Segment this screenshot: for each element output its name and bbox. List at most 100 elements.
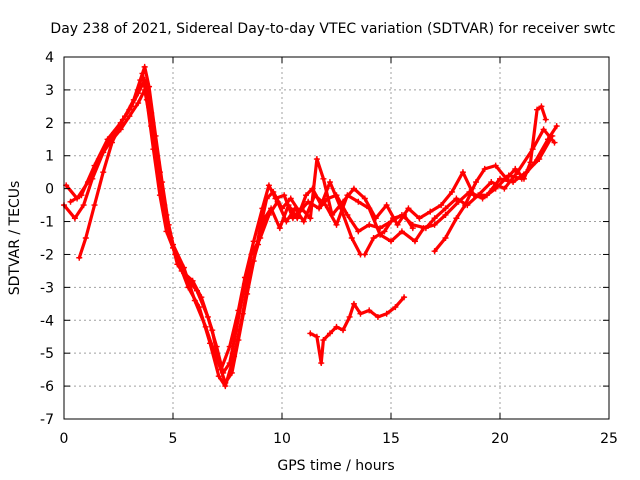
data-point [350, 300, 357, 307]
x-tick-label: 20 [491, 431, 509, 447]
data-point [163, 228, 170, 235]
data-point [416, 215, 423, 222]
y-tick-label: -6 [40, 379, 54, 395]
series-line [64, 88, 554, 372]
data-point [320, 337, 327, 344]
data-point [91, 202, 98, 209]
data-point [220, 369, 227, 376]
data-point [455, 198, 462, 205]
y-tick-label: 1 [45, 149, 54, 165]
data-point [350, 185, 357, 192]
data-point [401, 294, 408, 301]
data-point [438, 202, 445, 209]
data-point [211, 350, 218, 357]
plot-frame [63, 56, 610, 420]
y-tick-label: -4 [40, 313, 54, 329]
x-tick-label: 25 [600, 431, 618, 447]
data-point [488, 179, 495, 186]
data-point [71, 215, 78, 222]
series-arc-2 [67, 77, 560, 376]
data-point [383, 202, 390, 209]
grid-lines [64, 57, 609, 419]
data-point [217, 366, 224, 373]
data-point [462, 202, 469, 209]
data-point [492, 162, 499, 169]
data-point [542, 116, 549, 123]
y-tick-label: 3 [45, 83, 54, 99]
data-point [313, 156, 320, 163]
y-tick-label: -1 [40, 215, 54, 231]
series-line [363, 213, 415, 257]
data-point [366, 221, 373, 228]
y-tick-label: -5 [40, 346, 54, 362]
data-point [431, 215, 438, 222]
data-point [307, 330, 314, 337]
data-point [261, 215, 268, 222]
data-point [274, 198, 281, 205]
data-point [255, 241, 262, 248]
data-point [119, 116, 126, 123]
data-point [289, 215, 296, 222]
data-point [126, 113, 133, 120]
data-point [148, 123, 155, 130]
data-point [501, 185, 508, 192]
data-point [540, 126, 547, 133]
data-point [503, 175, 510, 182]
data-point [442, 211, 449, 218]
data-series [61, 63, 560, 390]
data-point [268, 205, 275, 212]
data-point [392, 304, 399, 311]
data-point [340, 327, 347, 334]
data-point [355, 228, 362, 235]
data-point [431, 221, 438, 228]
data-point [80, 202, 87, 209]
data-point [117, 126, 124, 133]
data-point [202, 323, 209, 330]
data-point [287, 195, 294, 202]
series-arc-7 [307, 294, 408, 367]
data-point [370, 235, 377, 241]
data-point [250, 238, 257, 245]
data-point [239, 310, 246, 317]
data-point [231, 353, 238, 360]
x-axis-label: GPS time / hours [277, 458, 394, 474]
data-point [431, 248, 438, 255]
data-point [381, 228, 388, 235]
data-point [366, 307, 373, 314]
data-point [318, 202, 325, 209]
data-point [459, 169, 466, 176]
data-point [141, 86, 148, 93]
data-point [283, 218, 290, 225]
x-tick-label: 10 [273, 431, 291, 447]
data-point [553, 123, 560, 130]
data-point [344, 211, 351, 218]
data-point [398, 228, 405, 235]
data-point [276, 225, 283, 232]
data-point [361, 195, 368, 202]
data-point [141, 63, 148, 70]
data-point [355, 198, 362, 205]
y-axis-ticks: -7 -6 -5 -4 -3 -2 -1 0 1 2 3 4 [40, 50, 609, 428]
data-point [235, 307, 242, 314]
data-point [170, 241, 176, 248]
data-point [76, 254, 83, 261]
data-point [215, 373, 222, 380]
data-point [420, 225, 427, 232]
data-point [259, 205, 266, 212]
data-point [473, 179, 480, 186]
data-point [104, 136, 111, 143]
series-arc-3 [76, 70, 364, 390]
data-point [128, 103, 135, 110]
y-tick-label: 2 [45, 116, 54, 132]
series-line [433, 104, 548, 253]
chart-title: Day 238 of 2021, Sidereal Day-to-day VTE… [50, 21, 615, 37]
series-line [62, 65, 557, 385]
data-point [534, 106, 541, 113]
data-point [191, 297, 198, 304]
data-point [536, 156, 543, 163]
data-point [551, 139, 558, 146]
data-point [357, 310, 364, 317]
x-tick-label: 15 [382, 431, 400, 447]
data-point [100, 169, 107, 176]
data-point [405, 205, 412, 212]
